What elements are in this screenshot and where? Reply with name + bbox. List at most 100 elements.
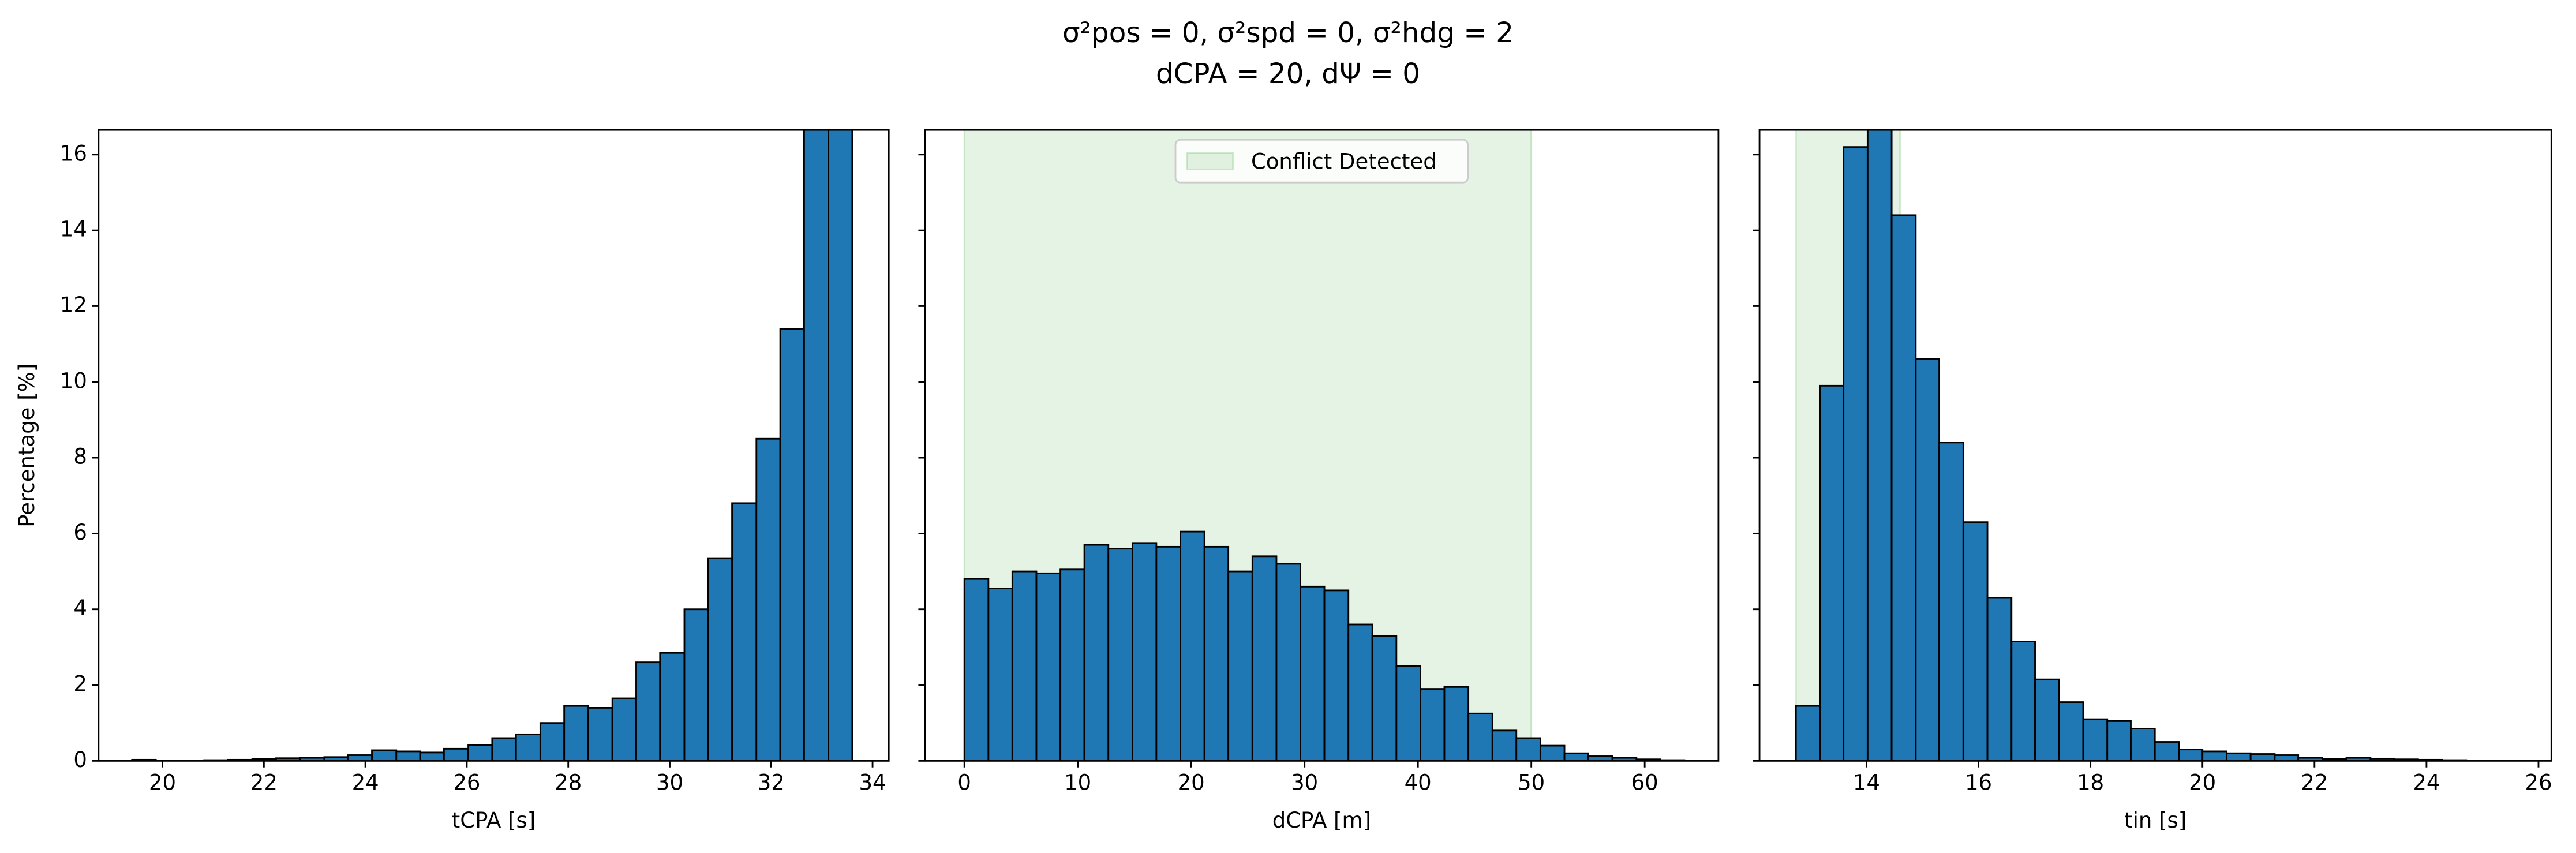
bar	[2154, 741, 2180, 761]
bar	[2249, 753, 2276, 761]
x-tick-label: 28	[555, 770, 582, 795]
bar	[1011, 570, 1038, 761]
x-tick-label: 30	[1291, 770, 1318, 795]
bar	[683, 608, 709, 761]
axes-frame	[924, 129, 1720, 762]
bar	[1915, 358, 1941, 761]
bar	[1035, 572, 1062, 761]
x-tick-label: 14	[1853, 770, 1880, 795]
axes-frame	[1758, 129, 2552, 762]
bar	[539, 722, 566, 761]
bar	[1107, 548, 1133, 761]
x-tick-label: 20	[149, 770, 176, 795]
x-tick-label: 32	[758, 770, 785, 795]
x-tick-label: 24	[352, 770, 379, 795]
bar	[1962, 521, 1989, 761]
bar	[1420, 688, 1446, 761]
bar	[1251, 555, 1278, 761]
y-tick-label: 6	[73, 520, 87, 545]
bar	[2130, 728, 2156, 761]
bar	[803, 130, 830, 761]
bar	[611, 697, 637, 761]
bar	[563, 705, 589, 761]
bar	[1347, 623, 1373, 761]
bar	[395, 750, 421, 761]
bar	[467, 744, 493, 761]
bar	[491, 737, 517, 761]
bar	[1491, 729, 1518, 761]
y-tick-label: 2	[73, 672, 87, 697]
x-tick-label: 24	[2413, 770, 2440, 795]
bar	[371, 749, 398, 761]
plot-area	[1795, 130, 2515, 761]
x-tick-label: 50	[1518, 770, 1545, 795]
bar	[2106, 720, 2132, 761]
bar	[1443, 686, 1470, 761]
x-tick-label: 16	[1965, 770, 1992, 795]
bar	[2034, 678, 2060, 761]
bar	[587, 707, 613, 761]
x-tick-label: 34	[859, 770, 886, 795]
y-axis-label: Percentage [%]	[14, 364, 39, 527]
legend-label: Conflict Detected	[1251, 149, 1437, 174]
suptitle-line: σ²pos = 0, σ²spd = 0, σ²hdg = 2	[1062, 17, 1514, 49]
y-tick-label: 10	[60, 368, 87, 393]
bar	[1131, 542, 1158, 761]
bar	[1938, 442, 1964, 761]
y-tick-label: 0	[73, 747, 87, 772]
x-tick-label: 22	[2301, 770, 2328, 795]
legend-box	[1174, 139, 1469, 184]
bar	[2226, 752, 2252, 761]
bar	[1819, 384, 1845, 761]
bar	[1059, 568, 1085, 761]
bar	[515, 733, 541, 761]
bar	[2201, 750, 2227, 761]
suptitle-line: dCPA = 20, dΨ = 0	[1156, 58, 1420, 90]
y-tick-label: 12	[60, 293, 87, 317]
bar	[755, 437, 781, 761]
bar	[1227, 570, 1253, 761]
bar	[963, 578, 990, 761]
legend-swatch	[1186, 152, 1234, 170]
bar	[635, 661, 661, 761]
bar	[1563, 752, 1589, 761]
x-tick-label: 10	[1064, 770, 1091, 795]
bar	[1843, 146, 1869, 761]
bar	[1866, 130, 1893, 761]
bar	[1083, 544, 1110, 761]
bar	[1890, 214, 1917, 761]
bar	[2058, 701, 2084, 761]
bar	[1986, 597, 2013, 761]
bar	[707, 557, 733, 761]
bar	[828, 130, 853, 761]
bar	[1155, 545, 1181, 761]
x-tick-label: 20	[2189, 770, 2216, 795]
x-tick-label: 60	[1631, 770, 1658, 795]
plot-area	[963, 130, 1686, 761]
bar	[779, 328, 805, 761]
x-tick-label: 30	[656, 770, 683, 795]
x-tick-label: 26	[453, 770, 480, 795]
bar	[1299, 585, 1326, 761]
x-tick-label: 26	[2525, 770, 2552, 795]
bar	[2082, 718, 2109, 761]
bar	[731, 502, 758, 761]
x-tick-label: 22	[250, 770, 278, 795]
bar	[1275, 563, 1301, 761]
x-tick-label: 18	[2077, 770, 2104, 795]
x-axis-label: tCPA [s]	[452, 808, 536, 833]
bar	[1539, 744, 1566, 761]
plot-area	[131, 130, 853, 761]
bar	[1323, 589, 1350, 761]
y-tick-label: 8	[73, 444, 87, 469]
bar	[1371, 635, 1398, 761]
y-tick-label: 16	[60, 141, 87, 166]
bar	[347, 754, 373, 761]
x-tick-label: 20	[1178, 770, 1205, 795]
bar	[2010, 641, 2036, 761]
bar	[1467, 712, 1493, 761]
bar	[2274, 754, 2300, 761]
axes-frame	[98, 129, 890, 762]
bar	[1395, 665, 1421, 761]
